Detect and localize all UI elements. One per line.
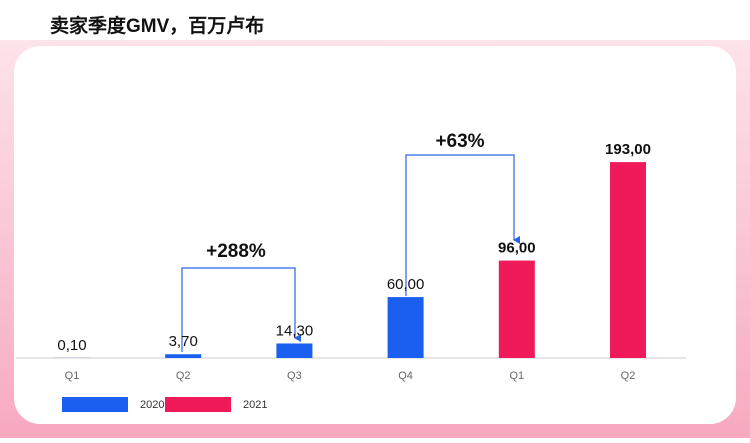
- x-tick-label: Q2: [621, 370, 636, 382]
- x-tick-label: Q1: [65, 370, 80, 382]
- value-label: 96,00: [498, 240, 536, 257]
- legend-label: 2020: [140, 399, 164, 411]
- legend-swatch: [165, 397, 231, 412]
- x-tick-label: Q1: [509, 370, 524, 382]
- annotation: +63%: [435, 131, 484, 152]
- value-label: 60,00: [387, 276, 425, 293]
- value-label: 3,70: [169, 333, 198, 350]
- bar: [610, 162, 646, 358]
- x-tick-label: Q2: [176, 370, 191, 382]
- x-tick-label: Q3: [287, 370, 302, 382]
- legend-swatch: [62, 397, 128, 412]
- legend-label: 2021: [243, 399, 267, 411]
- x-tick-label: Q4: [398, 370, 413, 382]
- bar: [499, 261, 535, 358]
- value-label: 14,30: [276, 322, 314, 339]
- bar: [388, 297, 424, 358]
- value-label: 0,10: [57, 337, 86, 354]
- bar: [165, 354, 201, 358]
- bar: [276, 343, 312, 358]
- value-label: 193,00: [605, 141, 651, 158]
- annotation: +288%: [206, 241, 266, 262]
- chart-title: 卖家季度GMV，百万卢布: [50, 14, 264, 37]
